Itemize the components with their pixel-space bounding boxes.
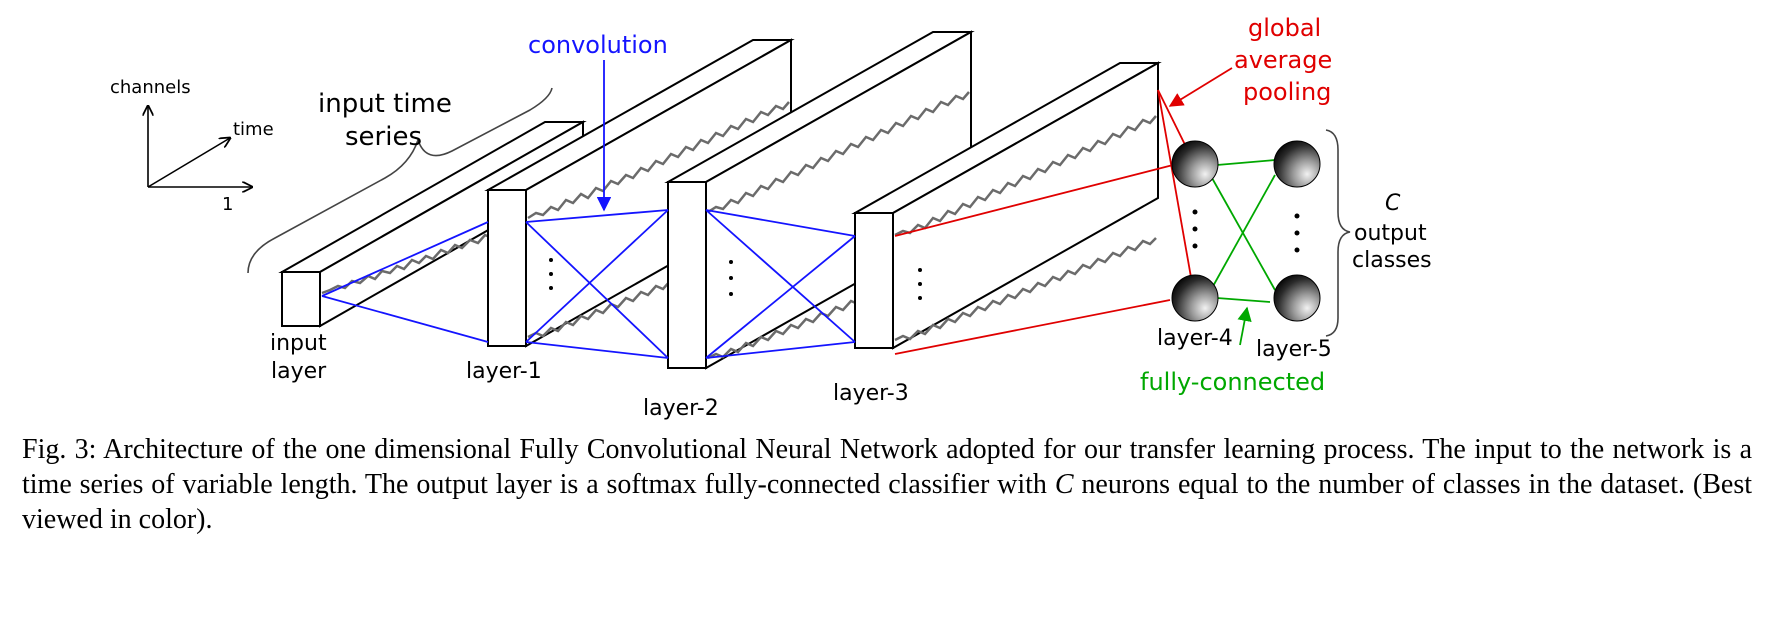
layer-3-block <box>851 61 1162 350</box>
layer-1-label: layer-1 <box>466 359 542 384</box>
layer-5-label: layer-5 <box>1256 337 1332 362</box>
input-time-series-label-2: series <box>345 122 422 152</box>
layer-1-block <box>484 38 795 348</box>
layer-4-neuron-top <box>1171 140 1219 188</box>
input-time-series-label-1: input time <box>318 89 452 119</box>
output-label: output <box>1354 221 1427 246</box>
classes-label: classes <box>1352 248 1432 273</box>
layer-5-neuron-top <box>1273 140 1321 188</box>
layer-2-label: layer-2 <box>643 396 719 421</box>
caption-math-c: C <box>1054 469 1074 500</box>
gap-label-3: pooling <box>1243 78 1331 106</box>
figure-caption: Fig. 3: Architecture of the one dimensio… <box>22 432 1752 537</box>
convolution-connections <box>321 60 856 359</box>
c-symbol-label: C <box>1385 191 1401 216</box>
output-brace <box>1325 129 1351 337</box>
caption-text-part-1: Fig. 3: Architecture of the one dimensio… <box>22 434 1752 500</box>
gap-label-1: global <box>1248 14 1321 42</box>
fully-connected-connections <box>1211 159 1276 346</box>
neuron-ellipsis-dots <box>1192 209 1300 253</box>
convolution-label: convolution <box>528 31 668 59</box>
layer-4-neuron-bottom <box>1171 274 1219 322</box>
gap-label-2: average <box>1234 46 1332 74</box>
axis-channels-label: channels <box>110 77 191 98</box>
input-layer-label-1: input <box>270 331 327 356</box>
input-brace <box>247 87 553 274</box>
axis-time-label: time <box>233 119 274 140</box>
layer-4-label: layer-4 <box>1157 326 1233 351</box>
layer-3-label: layer-3 <box>833 381 909 406</box>
axis-one-label: 1 <box>222 194 233 215</box>
axes-indicator: channels time 1 <box>110 77 274 215</box>
fcn-architecture-diagram: channels time 1 input time series <box>110 14 1432 421</box>
fully-connected-label: fully-connected <box>1140 368 1325 396</box>
caption-text-part-2: neurons equal to the number of classes i… <box>22 469 1752 535</box>
layer-5-neuron-bottom <box>1273 274 1321 322</box>
input-layer-label-2: layer <box>271 359 327 384</box>
